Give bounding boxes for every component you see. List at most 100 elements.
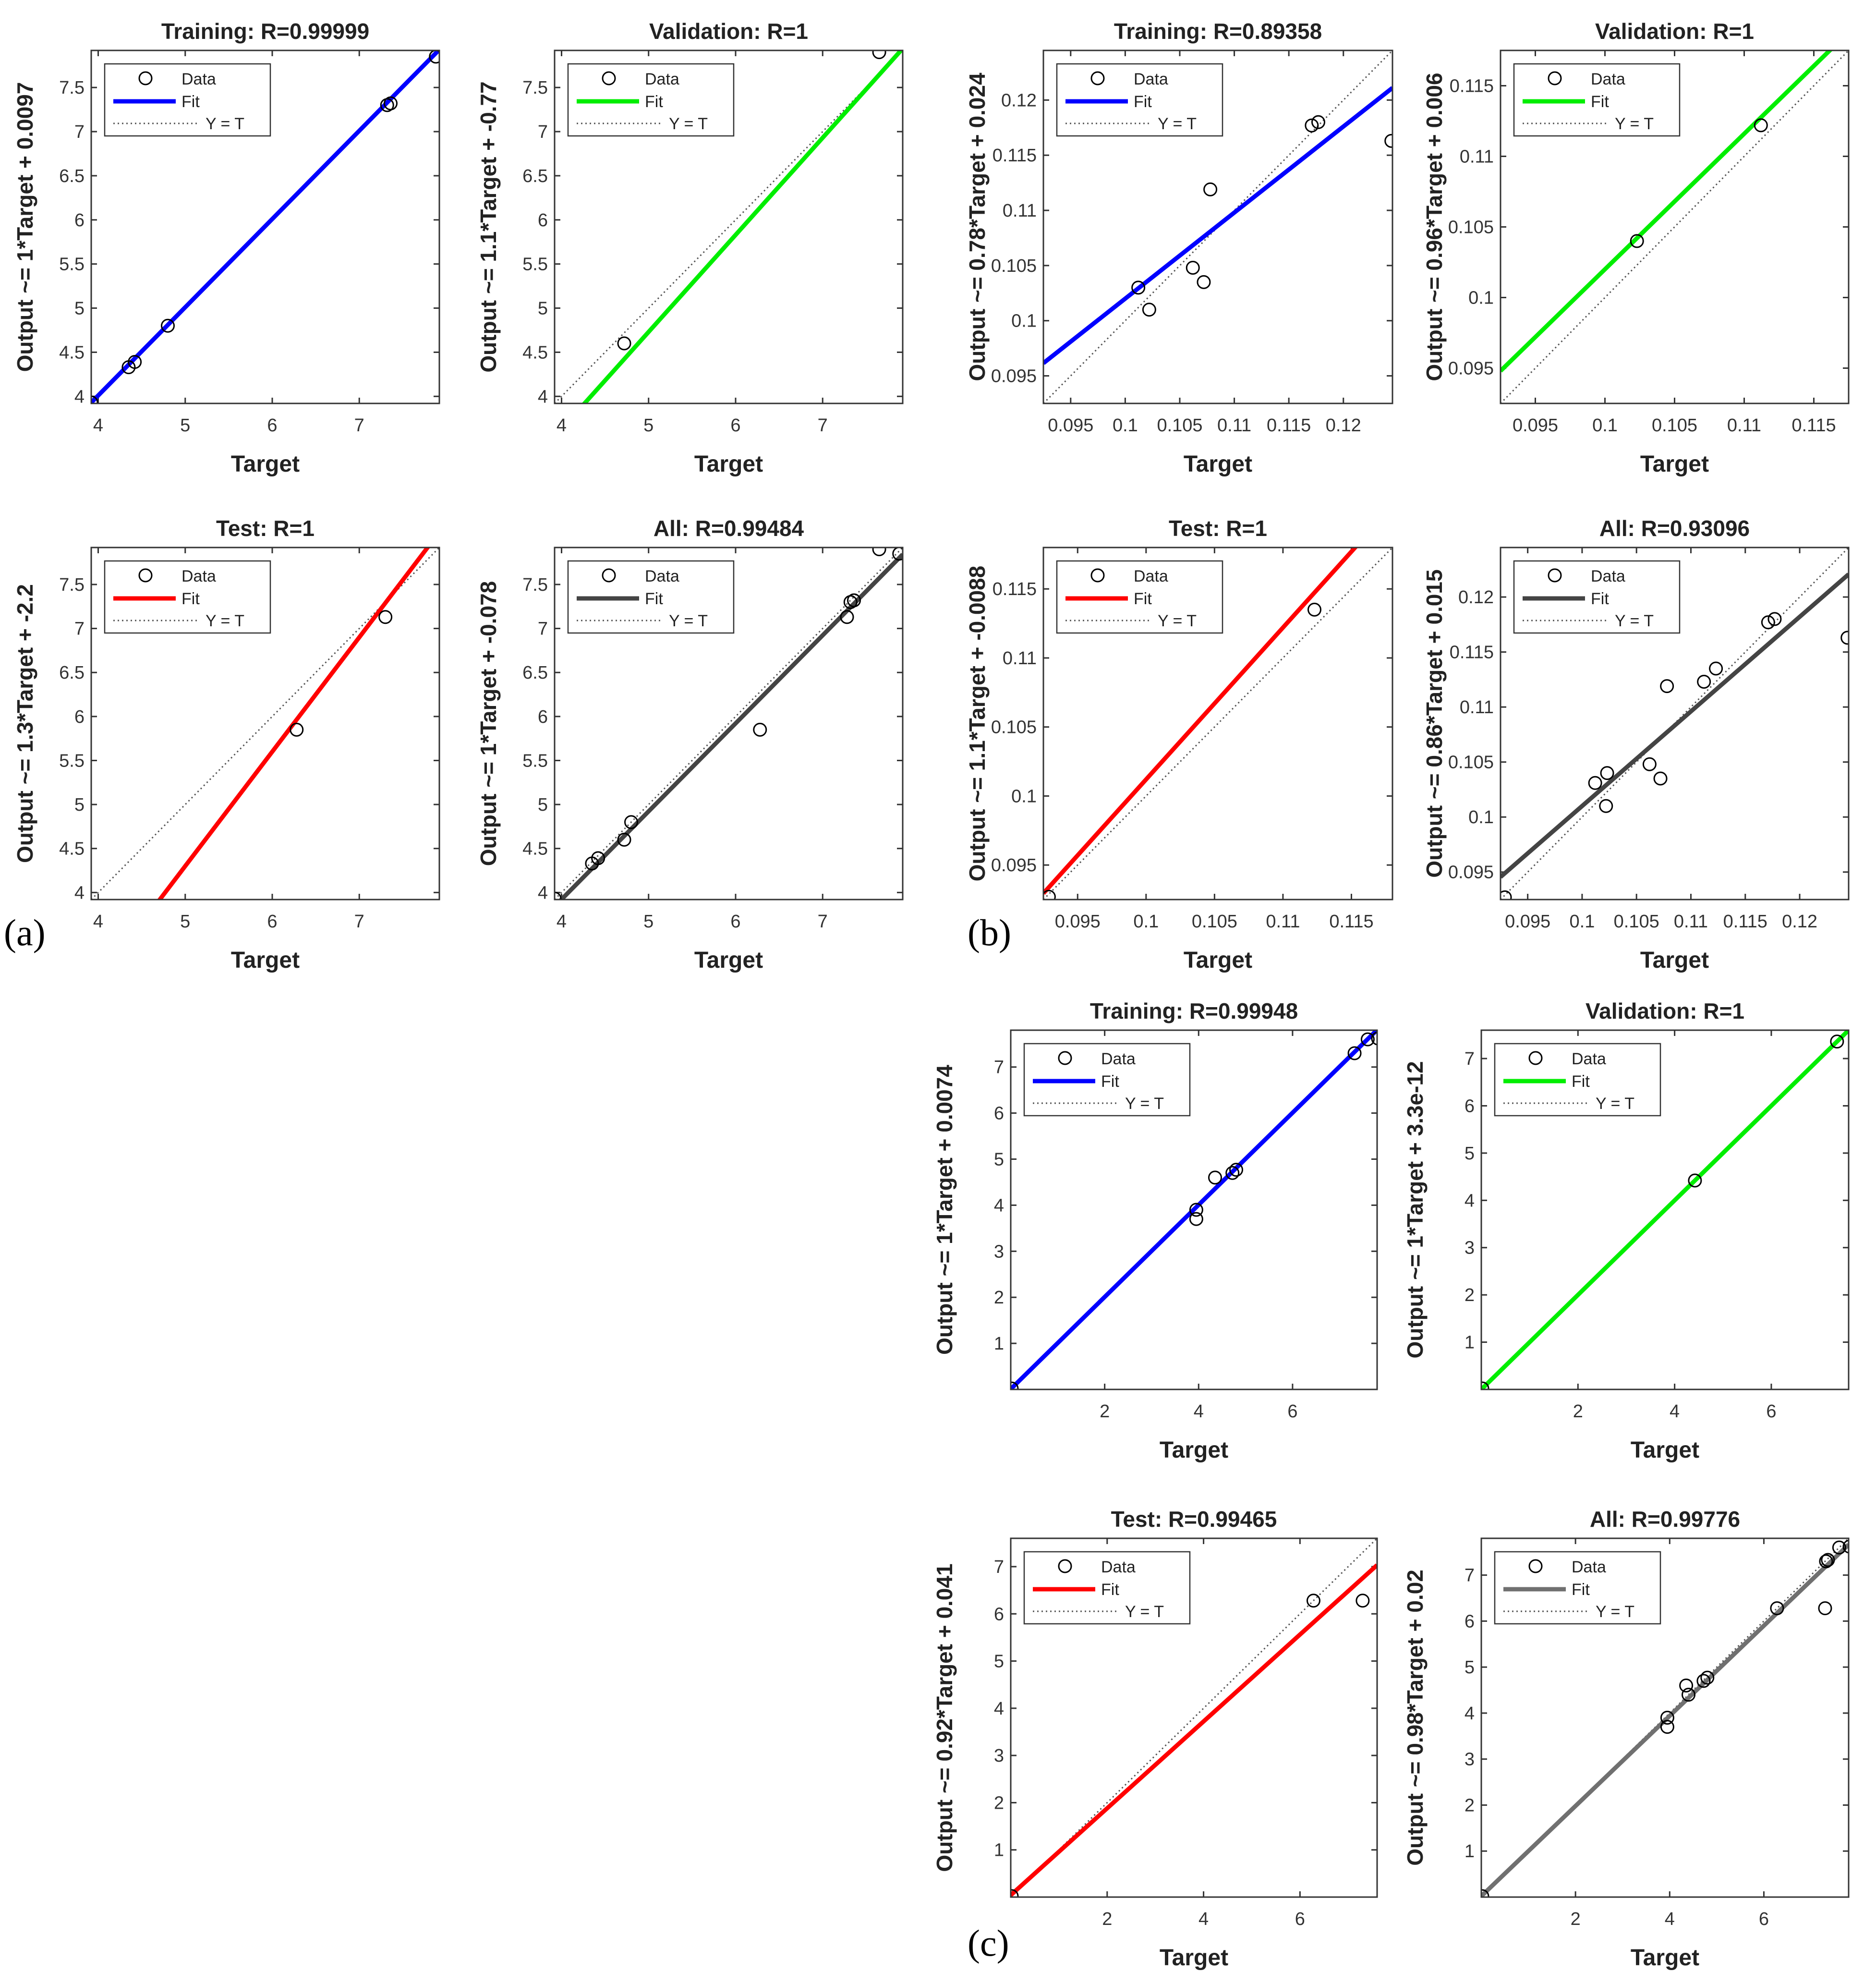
- y-tick-label: 7: [74, 122, 85, 142]
- data-point: [1830, 1035, 1844, 1049]
- data-point: [1189, 1212, 1203, 1226]
- data-point: [1360, 1032, 1375, 1047]
- legend-identity-label: Y = T: [1596, 1603, 1634, 1621]
- x-axis-label: Target: [694, 451, 763, 477]
- data-point: [1384, 134, 1392, 148]
- identity-line: [555, 548, 903, 900]
- data-point: [1819, 1554, 1833, 1569]
- data-point: [1679, 1678, 1694, 1692]
- chart-c-test: Test: R=0.99465 Target Output ~= 0.92*Targ…: [932, 1507, 1378, 1971]
- chart-title: Test: R=1: [216, 516, 315, 541]
- data-point: [617, 832, 631, 847]
- legend-fit-label: Fit: [645, 93, 663, 111]
- y-tick-label: 6: [74, 707, 85, 727]
- y-tick-label: 0.1: [1468, 807, 1494, 828]
- y-tick-label: 4: [74, 883, 85, 903]
- legend-data-marker: [602, 71, 616, 85]
- x-tick-label: 0.115: [1723, 912, 1767, 932]
- fit-line: [1501, 50, 1833, 373]
- data-point: [1754, 118, 1768, 133]
- fit-line: [1043, 548, 1358, 895]
- plot-content: [555, 50, 903, 403]
- legend-data-label: Data: [645, 567, 679, 585]
- plot-content: [555, 548, 903, 900]
- x-tick-label: 6: [1287, 1401, 1297, 1422]
- legend-data-marker: [1548, 568, 1562, 583]
- x-tick-label: 5: [180, 415, 190, 436]
- data-point: [1761, 615, 1775, 630]
- y-axis-label: Output ~= 0.98*Target + 0.02: [1403, 1570, 1428, 1866]
- x-tick-label: 0.1: [1570, 912, 1595, 932]
- x-axis-label: Target: [1640, 451, 1709, 477]
- y-tick-label: 7.5: [59, 78, 85, 98]
- legend-data-label: Data: [1101, 1050, 1136, 1068]
- x-tick-label: 5: [643, 912, 654, 932]
- y-tick-label: 4.5: [59, 342, 85, 363]
- y-axis-label: Output ~= 1.1*Target + -0.77: [476, 81, 501, 372]
- data-point: [1305, 118, 1319, 133]
- x-tick-label: 4: [93, 415, 103, 436]
- data-point: [1311, 115, 1326, 129]
- y-tick-label: 4: [994, 1195, 1004, 1216]
- data-point: [1697, 674, 1711, 689]
- y-tick-label: 0.095: [1448, 863, 1494, 883]
- x-axis-label: Target: [694, 948, 763, 973]
- chart-title: All: R=0.99776: [1590, 1507, 1740, 1532]
- data-point: [161, 318, 175, 333]
- y-tick-label: 6: [538, 210, 548, 231]
- x-tick-label: 0.11: [1674, 912, 1708, 932]
- y-tick-label: 5: [538, 795, 548, 815]
- y-tick-label: 0.115: [1450, 76, 1494, 97]
- y-axis-label: Output ~= 1.1*Target + -0.0088: [965, 566, 990, 881]
- y-tick-label: 2: [1464, 1795, 1475, 1815]
- y-tick-label: 1: [994, 1334, 1004, 1354]
- legend: Data Fit Y = T: [567, 560, 735, 634]
- data-point: [1660, 1720, 1674, 1734]
- y-tick-label: 0.1: [1468, 288, 1494, 308]
- data-point: [1011, 1889, 1019, 1897]
- x-tick-label: 0.105: [1157, 415, 1202, 436]
- chart-c-validation: Validation: R=1 Target Output ~= 1*Target …: [1403, 998, 1850, 1463]
- plot-content: [1011, 1030, 1377, 1389]
- x-tick-label: 4: [1194, 1401, 1204, 1422]
- y-tick-label: 4.5: [59, 839, 85, 859]
- y-tick-label: 1: [994, 1840, 1004, 1861]
- chart-title: Test: R=1: [1169, 516, 1267, 541]
- data-point: [429, 50, 439, 64]
- y-axis-label: Output ~= 0.86*Target + 0.015: [1422, 569, 1447, 877]
- x-tick-label: 7: [818, 415, 828, 436]
- y-tick-label: 4: [1464, 1191, 1475, 1211]
- y-axis-label: Output ~= 1*Target + -0.078: [476, 581, 501, 866]
- data-point: [1481, 1889, 1489, 1897]
- fit-line: [1043, 86, 1392, 365]
- y-tick-label: 6.5: [522, 663, 548, 683]
- y-tick-label: 4: [994, 1699, 1004, 1719]
- chart-title: Validation: R=1: [649, 19, 808, 44]
- legend: Data Fit Y = T: [104, 63, 271, 137]
- legend-data-marker: [1528, 1559, 1543, 1573]
- x-tick-label: 0.115: [1267, 415, 1311, 436]
- legend-fit-label: Fit: [1591, 93, 1609, 111]
- data-point: [1588, 776, 1602, 790]
- x-axis-label: Target: [1640, 948, 1709, 973]
- data-point: [384, 96, 398, 110]
- legend-identity-label: Y = T: [1615, 612, 1654, 630]
- data-point: [1709, 661, 1723, 676]
- y-tick-label: 4: [538, 883, 548, 903]
- identity-line: [555, 50, 903, 403]
- y-tick-label: 4: [538, 387, 548, 407]
- fit-line: [1011, 1030, 1377, 1389]
- plot-frame: [1480, 1029, 1850, 1390]
- data-point: [1832, 1540, 1846, 1555]
- y-tick-label: 5.5: [59, 751, 85, 771]
- legend-data-label: Data: [1572, 1050, 1606, 1068]
- fit-line: [581, 50, 903, 403]
- x-axis-label: Target: [1184, 451, 1252, 477]
- legend-data-marker: [1090, 568, 1105, 583]
- legend: Data Fit Y = T: [1513, 560, 1681, 634]
- data-point: [1203, 182, 1218, 196]
- legend-fit-label: Fit: [1101, 1072, 1119, 1091]
- plot-frame: [1010, 1537, 1378, 1898]
- data-point: [1818, 1601, 1832, 1616]
- legend-fit-label: Fit: [182, 93, 200, 111]
